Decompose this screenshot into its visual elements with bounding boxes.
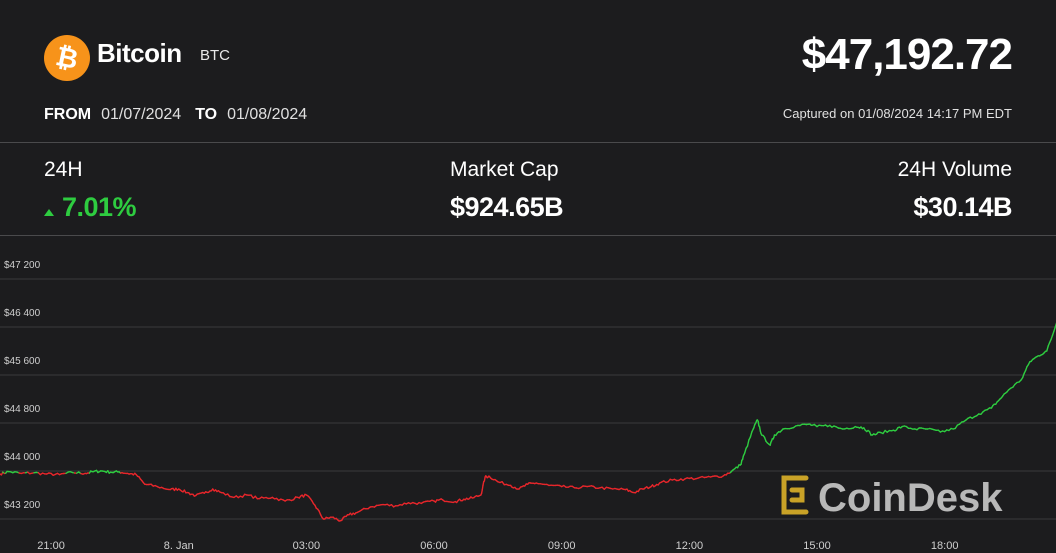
price-segment bbox=[746, 439, 750, 447]
stat-24h-change: 7.01% bbox=[44, 192, 137, 223]
x-tick-label: 03:00 bbox=[293, 540, 321, 552]
stat-24h: 24H 7.01% bbox=[44, 158, 137, 223]
header: ₿ Bitcoin BTC $47,192.72 FROM 01/07/2024 T… bbox=[0, 0, 1056, 142]
stat-market-cap-label: Market Cap bbox=[450, 158, 559, 181]
x-tick-label: 12:00 bbox=[676, 540, 704, 552]
y-axis-labels: $43 200 $44 000 $44 800 $45 600 $46 400 $47 2… bbox=[4, 260, 41, 511]
stat-24h-volume: 24H Volume $30.14B bbox=[897, 158, 1013, 223]
y-tick-label: $44 800 bbox=[4, 404, 41, 415]
x-tick-label: 8. Jan bbox=[164, 540, 194, 552]
divider bbox=[0, 235, 1056, 236]
coindesk-watermark: CoinDesk bbox=[781, 475, 1003, 520]
price-segment bbox=[481, 484, 484, 491]
price-segment bbox=[749, 431, 753, 438]
price-segment bbox=[757, 420, 760, 427]
coindesk-wordmark: CoinDesk bbox=[818, 476, 1003, 520]
from-label: FROM bbox=[44, 106, 92, 123]
date-range: FROM 01/07/2024 TO 01/08/2024 bbox=[44, 106, 321, 124]
price-segment bbox=[1022, 372, 1025, 379]
y-tick-label: $46 400 bbox=[4, 308, 41, 319]
chart-grid bbox=[0, 278, 1056, 520]
stat-24h-label: 24H bbox=[44, 158, 83, 181]
x-tick-label: 15:00 bbox=[803, 540, 831, 552]
coin-ticker: BTC bbox=[200, 47, 230, 64]
coin-name: Bitcoin bbox=[97, 38, 182, 68]
coindesk-logo-icon bbox=[781, 475, 809, 515]
stat-volume-label: 24H Volume bbox=[897, 158, 1012, 181]
divider bbox=[0, 142, 1056, 143]
bitcoin-icon: ₿ bbox=[44, 35, 90, 81]
to-date: 01/08/2024 bbox=[227, 106, 308, 123]
y-tick-label: $43 200 bbox=[4, 500, 41, 511]
price-series bbox=[0, 322, 1056, 522]
price-segment bbox=[1046, 345, 1049, 352]
stat-volume-value: $30.14B bbox=[913, 192, 1012, 222]
price-segment bbox=[744, 447, 747, 454]
price-segment bbox=[763, 436, 767, 443]
y-tick-label: $44 000 bbox=[4, 452, 41, 463]
price-segment bbox=[1051, 330, 1055, 337]
x-tick-label: 06:00 bbox=[420, 540, 448, 552]
x-tick-label: 21:00 bbox=[37, 540, 65, 552]
to-label: TO bbox=[195, 106, 218, 123]
up-arrow-icon bbox=[44, 209, 54, 216]
price-segment bbox=[1053, 326, 1056, 333]
x-tick-label: 18:00 bbox=[931, 540, 959, 552]
y-tick-label: $47 200 bbox=[4, 260, 41, 271]
price-segment bbox=[1024, 365, 1028, 372]
current-price: $47,192.72 bbox=[801, 30, 1013, 79]
x-axis-labels: 21:00 8. Jan 03:00 06:00 09:00 12:00 15:00 18:0… bbox=[37, 540, 958, 552]
y-tick-label: $45 600 bbox=[4, 356, 41, 367]
from-date: 01/07/2024 bbox=[101, 106, 182, 123]
stat-market-cap: Market Cap $924.65B bbox=[450, 158, 564, 223]
stat-24h-value: 7.01% bbox=[62, 192, 137, 222]
captured-timestamp: Captured on 01/08/2024 14:17 PM EDT bbox=[782, 106, 1012, 121]
price-chart: $43 200 $44 000 $44 800 $45 600 $46 400 $47 2… bbox=[0, 260, 1056, 552]
stat-market-cap-value: $924.65B bbox=[450, 192, 564, 222]
x-tick-label: 09:00 bbox=[548, 540, 576, 552]
